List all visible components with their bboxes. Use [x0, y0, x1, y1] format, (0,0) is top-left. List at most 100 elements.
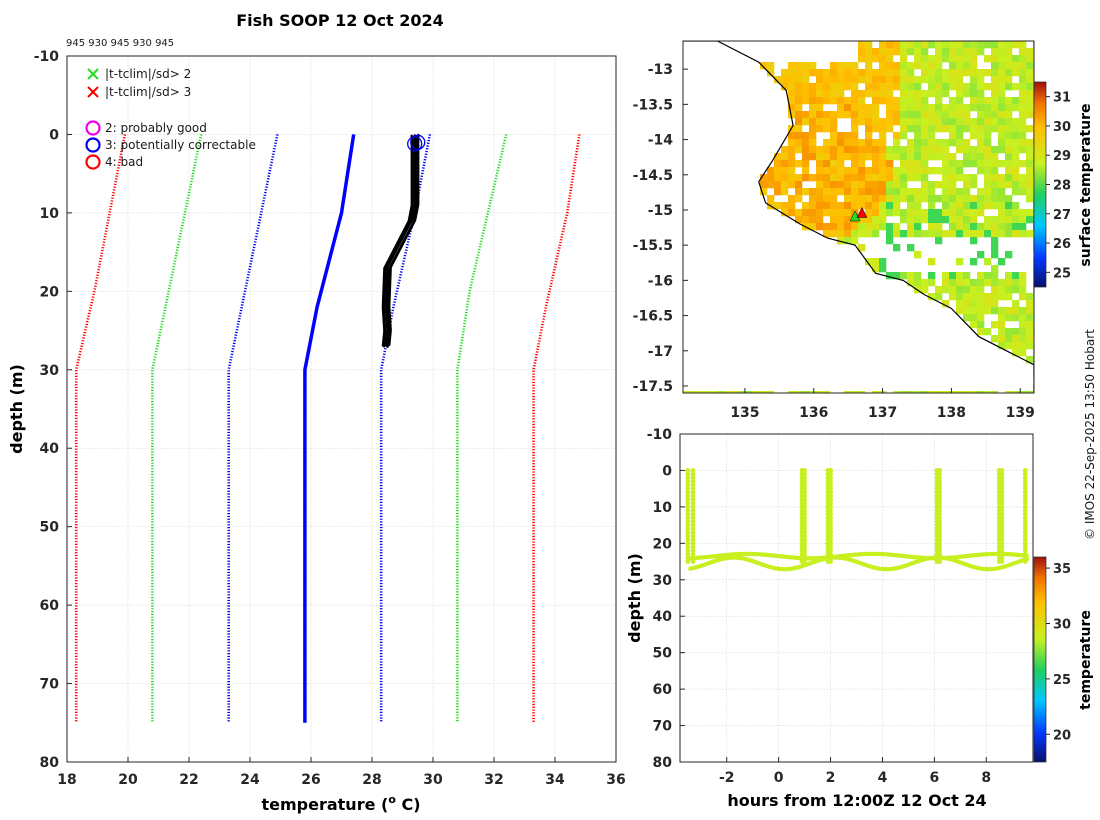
sst-cell — [1019, 139, 1027, 147]
section-point — [999, 540, 1005, 546]
sst-cell — [956, 216, 964, 224]
section-point — [685, 508, 691, 513]
sst-cell — [935, 139, 943, 147]
sst-cell — [1019, 391, 1027, 393]
sst-cell — [900, 125, 908, 133]
sst-cell — [1026, 209, 1034, 217]
sst-cell — [844, 209, 852, 217]
sst-cell — [956, 62, 964, 70]
sst-cell — [921, 76, 929, 84]
sst-cell — [844, 195, 852, 203]
sst-cell — [935, 48, 943, 56]
sst-cell — [872, 90, 880, 98]
sst-colorbar-ticks: 25 26 27 28 29 30 31 — [1046, 91, 1071, 281]
sst-cell — [970, 118, 978, 126]
section-point — [685, 548, 691, 554]
sst-cell — [963, 139, 971, 147]
sst-cell — [851, 153, 859, 161]
sst-cell — [781, 209, 789, 217]
sst-cell — [879, 181, 887, 189]
section-point — [685, 522, 691, 528]
sst-cell — [949, 55, 957, 63]
section-point — [937, 519, 942, 524]
section-point — [999, 493, 1005, 499]
sst-cell — [795, 160, 803, 168]
section-point — [999, 555, 1005, 561]
section-point — [999, 537, 1005, 543]
sst-cell — [949, 125, 957, 133]
sst-cell — [963, 307, 971, 315]
sst-cell — [928, 188, 936, 196]
sst-cell — [907, 111, 915, 119]
sst-cell — [1005, 139, 1013, 147]
sst-cell — [935, 62, 943, 70]
sst-cell — [816, 111, 824, 119]
sst-cell — [935, 167, 943, 175]
section-point — [999, 511, 1005, 517]
sst-cell — [991, 251, 999, 259]
section-point — [937, 493, 942, 499]
sst-cell — [872, 48, 880, 56]
sst-cell — [816, 167, 824, 175]
sst-cell — [914, 111, 922, 119]
temperature-cbar-tick-label: 25 — [1053, 673, 1071, 688]
sst-cell — [914, 391, 922, 393]
sst-cell — [858, 41, 866, 49]
sst-cell — [844, 167, 852, 175]
sst-cell — [865, 174, 873, 182]
sst-cell — [1012, 153, 1020, 161]
section-point — [685, 489, 691, 495]
sst-cell — [893, 188, 901, 196]
section-point — [685, 530, 691, 535]
sst-cell — [907, 174, 915, 182]
section-point — [802, 544, 807, 550]
sst-cell — [928, 153, 936, 161]
map-ticks: 135 136 137 138 139 -13 -13.5 -14 -14.5 -15 -15.5 -… — [633, 62, 1035, 421]
sst-cell — [956, 111, 964, 119]
sst-cell — [977, 230, 985, 238]
sst-cell — [914, 62, 922, 70]
section-point — [1022, 482, 1028, 488]
sst-cell — [935, 111, 943, 119]
sst-cell — [977, 76, 985, 84]
sst-cell — [984, 111, 992, 119]
sst-cell — [942, 41, 950, 49]
section-point — [1022, 475, 1028, 481]
sst-cell — [858, 153, 866, 161]
sst-cell — [984, 153, 992, 161]
section-ytick-label: 10 — [653, 500, 673, 516]
sst-cell — [977, 125, 985, 133]
sst-cell — [921, 111, 929, 119]
sst-cell — [907, 118, 915, 126]
sst-cell — [816, 83, 824, 91]
sst-cell — [991, 293, 999, 301]
sst-cell — [991, 265, 999, 273]
section-point — [999, 548, 1005, 554]
sst-cell — [837, 188, 845, 196]
sst-cell — [1012, 146, 1020, 154]
sst-cell — [781, 146, 789, 154]
sst-cell — [788, 132, 796, 140]
sst-cell — [921, 181, 929, 189]
sst-cell — [809, 188, 817, 196]
sst-cell — [956, 174, 964, 182]
sst-cell — [1026, 62, 1034, 70]
profile-ytick-label: -10 — [34, 49, 60, 65]
sst-cell — [1005, 279, 1013, 287]
sst-cell — [816, 153, 824, 161]
sst-cell — [1005, 83, 1013, 91]
sst-cell — [1012, 181, 1020, 189]
sst-cell — [1012, 41, 1020, 49]
sst-cell — [963, 125, 971, 133]
sst-cell — [921, 209, 929, 217]
section-point — [690, 544, 696, 550]
sst-cell — [963, 279, 971, 287]
section-point — [937, 511, 942, 517]
sst-cell — [802, 209, 810, 217]
sst-cell — [1012, 230, 1020, 238]
sst-cell — [949, 97, 957, 105]
sst-cell — [907, 62, 915, 70]
sst-cell — [865, 76, 873, 84]
sst-cell — [809, 69, 817, 77]
